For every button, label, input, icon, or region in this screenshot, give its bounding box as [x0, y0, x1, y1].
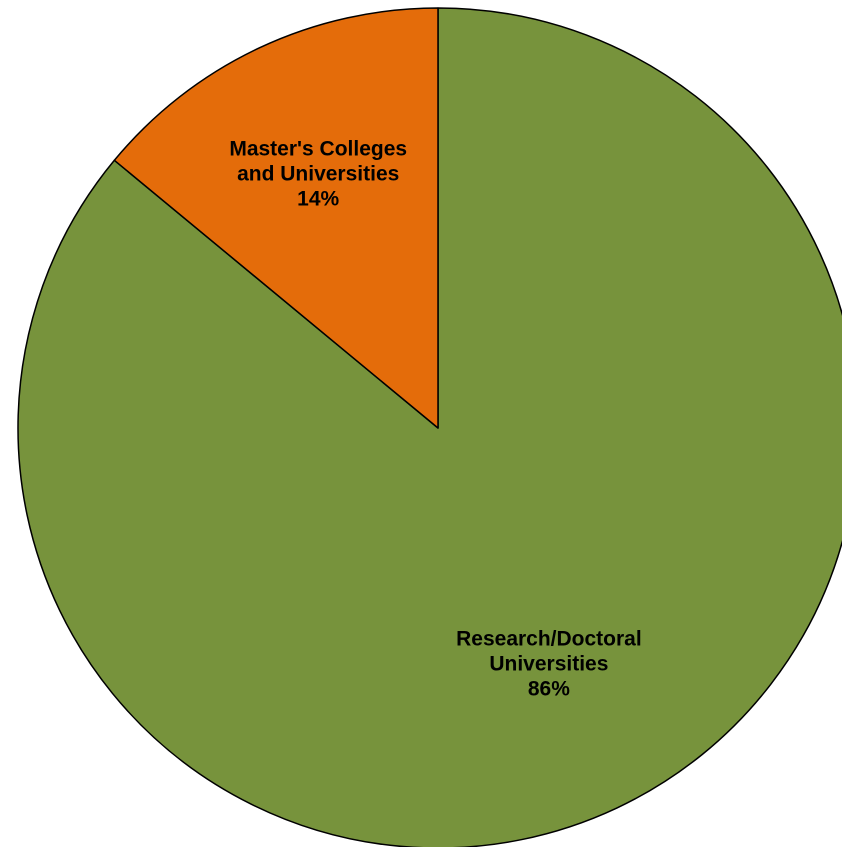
pie-slice-1 — [113, 7, 439, 429]
slice-category-label: Research/Doctoral — [456, 628, 642, 651]
slice-category-label: and Universities — [237, 162, 399, 185]
slice-category-label: Universities — [489, 653, 608, 676]
slice-value-label: 86% — [528, 678, 570, 701]
slice-value-label: 14% — [297, 187, 339, 210]
slice-category-label: Master's Colleges — [229, 137, 407, 160]
slices-layer — [17, 7, 842, 847]
pie-slice-0 — [17, 7, 842, 847]
